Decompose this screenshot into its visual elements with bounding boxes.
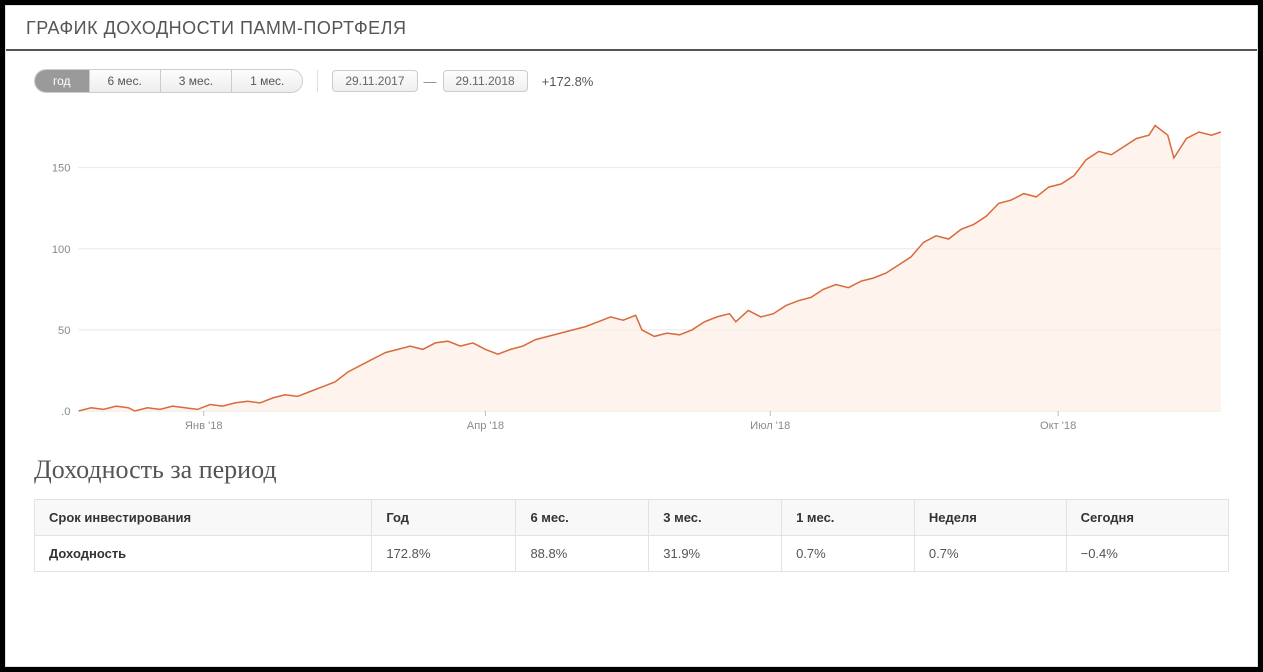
period-segmented: год6 мес.3 мес.1 мес. — [34, 69, 303, 93]
col-3: 3 мес. — [649, 500, 782, 536]
separator — [317, 70, 318, 92]
section-title: Доходность за период — [34, 455, 1229, 485]
col-0: Срок инвестирования — [35, 500, 372, 536]
svg-text:Апр '18: Апр '18 — [467, 420, 504, 432]
col-6: Сегодня — [1066, 500, 1228, 536]
period-6мес[interactable]: 6 мес. — [90, 70, 161, 92]
performance-table: Срок инвестированияГод6 мес.3 мес.1 мес.… — [34, 499, 1229, 572]
svg-text:100: 100 — [52, 244, 71, 256]
svg-text:.0: .0 — [61, 406, 70, 418]
chart-panel: ГРАФИК ДОХОДНОСТИ ПАММ-ПОРТФЕЛЯ год6 мес… — [5, 5, 1258, 667]
period-год[interactable]: год — [35, 70, 90, 92]
period-3мес[interactable]: 3 мес. — [161, 70, 232, 92]
date-dash: — — [424, 74, 437, 89]
panel-content: год6 мес.3 мес.1 мес. 29.11.2017 — 29.11… — [6, 51, 1257, 590]
period-1мес[interactable]: 1 мес. — [232, 70, 302, 92]
panel-title: ГРАФИК ДОХОДНОСТИ ПАММ-ПОРТФЕЛЯ — [6, 6, 1257, 51]
date-to-pill[interactable]: 29.11.2018 — [443, 70, 528, 92]
date-from-pill[interactable]: 29.11.2017 — [332, 70, 417, 92]
profit-chart[interactable]: .0 50 100 150 Янв '18 Апр '18 Июл '18 Окт '18 — [34, 111, 1229, 441]
svg-text:50: 50 — [58, 325, 70, 337]
col-4: 1 мес. — [782, 500, 915, 536]
col-1: Год — [372, 500, 516, 536]
svg-text:Окт '18: Окт '18 — [1040, 420, 1076, 432]
table-row: Доходность172.8%88.8%31.9%0.7%0.7%−0.4% — [35, 536, 1229, 572]
table-header-row: Срок инвестированияГод6 мес.3 мес.1 мес.… — [35, 500, 1229, 536]
total-return: +172.8% — [542, 74, 594, 89]
svg-text:150: 150 — [52, 163, 71, 175]
controls-row: год6 мес.3 мес.1 мес. 29.11.2017 — 29.11… — [34, 69, 1229, 93]
col-2: 6 мес. — [516, 500, 649, 536]
svg-text:Июл '18: Июл '18 — [750, 420, 790, 432]
col-5: Неделя — [914, 500, 1066, 536]
svg-text:Янв '18: Янв '18 — [185, 420, 223, 432]
